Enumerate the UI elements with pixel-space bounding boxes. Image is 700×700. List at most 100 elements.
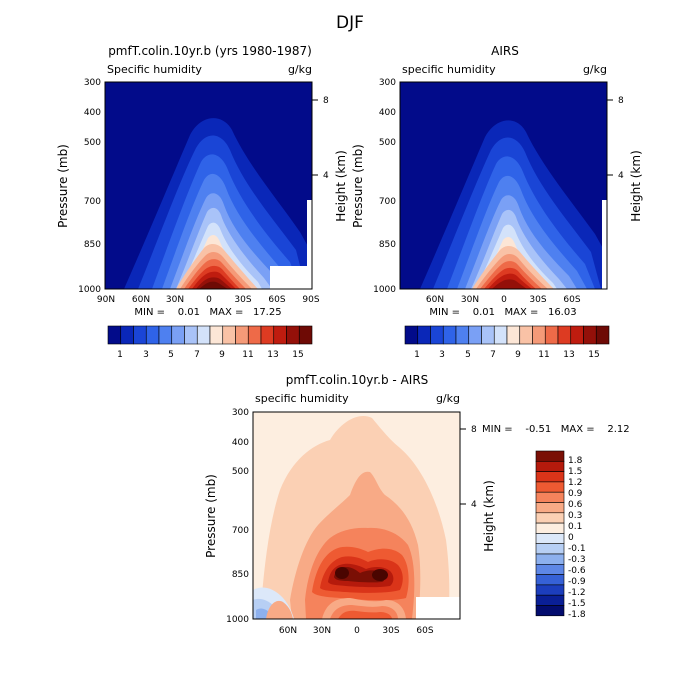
colorbar-label: 1 <box>414 350 420 360</box>
x-tick-label: 30N <box>313 626 331 636</box>
colorbar-label: 9 <box>515 350 521 360</box>
x-tick-label: 30S <box>529 295 546 305</box>
colorbar-swatch <box>133 325 147 345</box>
panel-airs-stats: MIN = 0.01 MAX = 16.03 <box>429 307 576 318</box>
y-tick-label: 700 <box>232 526 249 536</box>
colorbar-label: 1.5 <box>568 467 582 477</box>
y-tick-label: 500 <box>379 138 396 148</box>
panel-model-frame <box>104 81 313 290</box>
colorbar-swatch <box>493 325 508 345</box>
y-tick-label: 1000 <box>226 615 249 625</box>
panel-airs: AIRS specific humidity g/kg 300 400 500 <box>351 44 643 360</box>
colorbar-swatch <box>260 325 275 345</box>
panel-model-subtitle: Specific humidity <box>107 63 202 76</box>
colorbar-swatch <box>196 325 211 345</box>
colorbar-swatch <box>222 325 236 345</box>
colorbar-swatch <box>535 574 565 586</box>
colorbar-swatch <box>535 481 565 493</box>
x-tick-label: 30N <box>461 295 479 305</box>
y-axis-label: Pressure (mb) <box>204 474 218 558</box>
panel-difference-y-axis-right: 8 4 Height (km) <box>460 425 496 552</box>
colorbar-swatch <box>535 491 565 503</box>
y-tick-label-right: 8 <box>618 96 624 106</box>
y-tick-label: 500 <box>84 138 101 148</box>
x-tick-label: 60N <box>426 295 444 305</box>
panel-model-stats: MIN = 0.01 MAX = 17.25 <box>134 307 281 318</box>
colorbar-label: 13 <box>563 350 574 360</box>
x-tick-label: 60S <box>563 295 580 305</box>
y-tick-label: 850 <box>379 240 396 250</box>
panel-airs-x-axis: 60N 30N 0 30S 60S <box>426 295 581 305</box>
colorbar-swatch <box>535 543 565 555</box>
contour-fill <box>266 600 293 619</box>
x-tick-label: 60S <box>268 295 285 305</box>
colorbar-label: -0.3 <box>568 555 586 565</box>
panel-model-y-axis: 300 400 500 700 850 1000 Pressure (mb) <box>56 78 101 295</box>
x-tick-label: 0 <box>354 626 360 636</box>
y-axis-label-right: Height (km) <box>334 150 348 221</box>
colorbar-swatch <box>298 325 313 345</box>
panel-model-units: g/kg <box>288 63 312 76</box>
colorbar-label: -0.6 <box>568 566 586 576</box>
y-tick-label: 500 <box>232 467 249 477</box>
panel-model: pmfT.colin.10yr.b (yrs 1980-1987) Specif… <box>56 44 348 360</box>
panel-airs-colorbar <box>404 325 610 345</box>
x-tick-label: 90N <box>97 295 115 305</box>
colorbar-swatch <box>535 594 565 606</box>
panel-model-title: pmfT.colin.10yr.b (yrs 1980-1987) <box>108 44 312 58</box>
colorbar-label: 11 <box>538 350 549 360</box>
colorbar-label: 3 <box>439 350 445 360</box>
colorbar-swatch <box>158 325 173 345</box>
colorbar-swatch <box>535 533 565 545</box>
colorbar-swatch <box>570 325 584 345</box>
colorbar-swatch <box>535 522 565 534</box>
panel-difference-y-axis: 300 400 500 700 850 1000 Pressure (mb) <box>204 408 249 625</box>
colorbar-label: -1.2 <box>568 588 586 598</box>
panel-difference-contours <box>253 412 460 619</box>
colorbar-label: 0.3 <box>568 511 582 521</box>
panel-difference-frame <box>252 411 461 620</box>
panel-airs-colorbar-labels: 1 3 5 7 9 11 13 15 <box>414 350 600 360</box>
contour-fill <box>372 569 388 581</box>
colorbar-swatch <box>145 325 160 345</box>
missing-data-mask <box>307 200 312 266</box>
y-axis-label: Pressure (mb) <box>56 144 70 228</box>
colorbar-label: 7 <box>490 350 496 360</box>
missing-data-mask <box>416 597 460 619</box>
colorbar-label: 7 <box>194 350 200 360</box>
panel-model-colorbar <box>107 325 313 345</box>
panel-model-contours <box>105 82 312 289</box>
colorbar-swatch <box>535 563 565 575</box>
colorbar-swatch <box>481 325 495 345</box>
panel-airs-y-axis: 300 400 500 700 850 1000 Pressure (mb) <box>351 78 396 295</box>
y-tick-label: 850 <box>84 240 101 250</box>
colorbar-label: 0 <box>568 533 574 543</box>
colorbar-swatch <box>107 325 122 345</box>
panel-difference-units: g/kg <box>436 392 460 405</box>
x-tick-label: 60N <box>279 626 297 636</box>
panel-airs-y-axis-right: 8 4 Height (km) <box>607 96 643 222</box>
y-tick-label: 700 <box>84 197 101 207</box>
colorbar-label: 3 <box>143 350 149 360</box>
colorbar-swatch <box>468 325 482 345</box>
colorbar-swatch <box>404 325 419 345</box>
panel-airs-subtitle: specific humidity <box>402 63 496 76</box>
colorbar-swatch <box>506 325 521 345</box>
colorbar-label: 5 <box>465 350 471 360</box>
panel-difference: pmfT.colin.10yr.b - AIRS specific humidi… <box>204 373 630 636</box>
panel-difference-x-axis: 60N 30N 0 30S 60S <box>279 626 434 636</box>
panel-difference-title: pmfT.colin.10yr.b - AIRS <box>286 373 429 387</box>
colorbar-swatch <box>535 605 565 617</box>
colorbar-label: 0.1 <box>568 522 582 532</box>
y-tick-label: 300 <box>84 78 101 88</box>
colorbar-label: 0.9 <box>568 489 583 499</box>
x-tick-label: 60S <box>416 626 433 636</box>
contour-fill <box>199 281 228 289</box>
y-tick-label-right: 8 <box>323 96 329 106</box>
panel-difference-colorbar <box>535 450 565 617</box>
missing-data-mask <box>602 200 607 289</box>
colorbar-label: 1.8 <box>568 456 583 466</box>
colorbar-swatch <box>544 325 559 345</box>
y-tick-label: 400 <box>232 438 249 448</box>
